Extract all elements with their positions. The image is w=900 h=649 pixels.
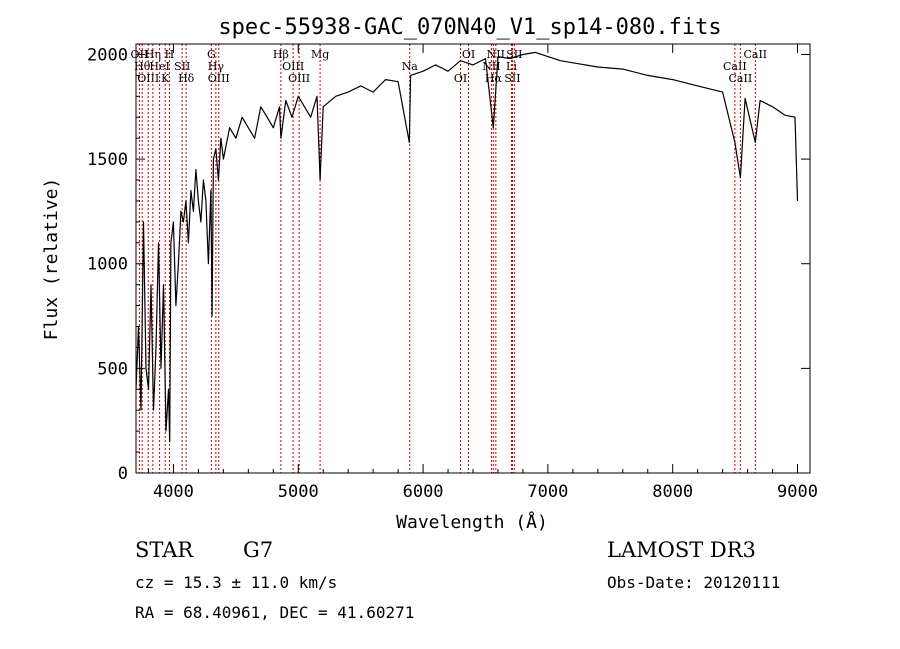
x-tick-label: 8000 xyxy=(652,482,693,502)
y-tick-label: 0 xyxy=(118,464,128,484)
spectral-line-label: K xyxy=(161,72,170,85)
survey-name: LAMOST DR3 xyxy=(607,538,756,562)
spectral-line-label: Hα xyxy=(485,72,503,85)
spectral-line-label: Na xyxy=(402,60,419,73)
spectral-line-label: CaII xyxy=(743,48,767,61)
spectral-line-label: Hδ xyxy=(178,72,195,85)
spectral-line-label: Hη xyxy=(145,48,161,61)
x-axis: 4000 5000 6000 7000 8000 9000 xyxy=(147,44,818,502)
spectral-line-label: CaII xyxy=(729,72,753,85)
spectrum-line xyxy=(135,51,799,443)
redshift-value: cz = 15.3 ± 11.0 km/s xyxy=(135,573,338,592)
spectral-line-label: NII xyxy=(487,48,505,61)
spectral-line-markers: OIIHθOIIIHηHeIKHSIIHδGHγOIIIHβOIIIOIIIMg… xyxy=(131,44,767,473)
spectral-line-label: G xyxy=(207,48,216,61)
x-tick-label: 5000 xyxy=(278,482,319,502)
spectral-line-label: Hβ xyxy=(273,48,289,61)
y-axis-label: Flux (relative) xyxy=(41,178,62,341)
spectral-line-label: OI xyxy=(462,48,475,61)
spectral-line-label: SII xyxy=(504,72,520,85)
spectral-line-label: Hγ xyxy=(208,60,225,73)
spectral-line-label: H xyxy=(165,48,175,61)
x-tick-label: 4000 xyxy=(153,482,194,502)
spectral-line-label: SII xyxy=(506,48,522,61)
y-axis: 0 500 1000 1500 2000 xyxy=(87,45,810,484)
spectral-line-label: HeI xyxy=(149,60,169,73)
spectrum-series xyxy=(135,51,799,443)
y-tick-label: 1500 xyxy=(87,150,128,170)
spectral-line-label: Mg xyxy=(311,48,329,61)
x-tick-label: 9000 xyxy=(777,482,818,502)
spectral-line-label: OI xyxy=(454,72,467,85)
spectral-line-label: Hθ xyxy=(134,60,151,73)
y-tick-label: 2000 xyxy=(87,45,128,65)
x-tick-label: 7000 xyxy=(527,482,568,502)
coordinates: RA = 68.40961, DEC = 41.60271 xyxy=(135,603,415,622)
y-tick-label: 1000 xyxy=(87,255,128,275)
spectral-line-label: OIII xyxy=(137,72,159,85)
object-subclass: G7 xyxy=(243,538,274,562)
x-axis-label: Wavelength (Å) xyxy=(396,511,548,533)
spectral-line-label: Li xyxy=(506,60,517,73)
spectral-line-label: OIII xyxy=(208,72,230,85)
x-tick-label: 6000 xyxy=(403,482,444,502)
object-class: STAR xyxy=(135,538,194,562)
chart-title: spec-55938-GAC_070N40_V1_sp14-080.fits xyxy=(218,15,721,40)
plot-frame xyxy=(135,43,811,474)
spectral-line-label: OIII xyxy=(288,72,310,85)
observation-date: Obs-Date: 20120111 xyxy=(607,573,781,592)
y-tick-label: 500 xyxy=(97,359,128,379)
